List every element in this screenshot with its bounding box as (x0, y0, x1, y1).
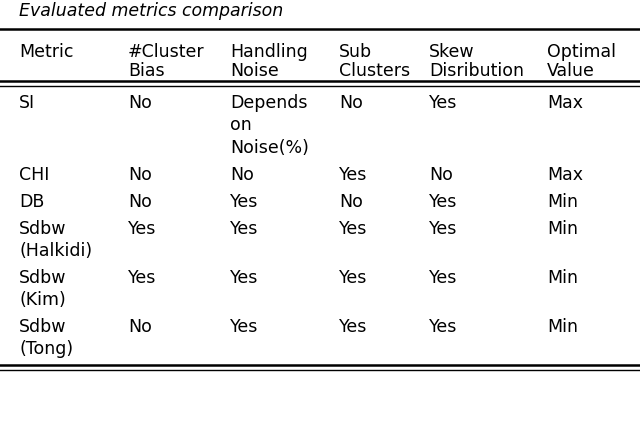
Text: Skew: Skew (429, 43, 474, 60)
Text: Min: Min (547, 269, 578, 287)
Text: DB: DB (19, 193, 45, 211)
Text: Sub: Sub (339, 43, 372, 60)
Text: Bias: Bias (128, 62, 164, 80)
Text: Noise: Noise (230, 62, 279, 80)
Text: Min: Min (547, 193, 578, 211)
Text: on: on (230, 116, 252, 134)
Text: #Cluster: #Cluster (128, 43, 205, 60)
Text: No: No (429, 166, 452, 184)
Text: (Kim): (Kim) (19, 291, 66, 309)
Text: Min: Min (547, 318, 578, 336)
Text: Optimal: Optimal (547, 43, 616, 60)
Text: Yes: Yes (339, 269, 367, 287)
Text: Yes: Yes (339, 318, 367, 336)
Text: Yes: Yes (429, 193, 457, 211)
Text: No: No (128, 166, 152, 184)
Text: No: No (128, 94, 152, 112)
Text: Min: Min (547, 220, 578, 237)
Text: SI: SI (19, 94, 35, 112)
Text: Value: Value (547, 62, 595, 80)
Text: Yes: Yes (230, 193, 259, 211)
Text: Max: Max (547, 94, 583, 112)
Text: No: No (128, 193, 152, 211)
Text: Depends: Depends (230, 94, 308, 112)
Text: Yes: Yes (339, 166, 367, 184)
Text: Yes: Yes (230, 318, 259, 336)
Text: Metric: Metric (19, 43, 74, 60)
Text: Yes: Yes (429, 220, 457, 237)
Text: (Tong): (Tong) (19, 340, 74, 358)
Text: Yes: Yes (429, 94, 457, 112)
Text: Handling: Handling (230, 43, 308, 60)
Text: No: No (339, 193, 363, 211)
Text: Yes: Yes (339, 220, 367, 237)
Text: Disribution: Disribution (429, 62, 524, 80)
Text: Yes: Yes (128, 269, 156, 287)
Text: (Halkidi): (Halkidi) (19, 242, 92, 260)
Text: CHI: CHI (19, 166, 49, 184)
Text: Sdbw: Sdbw (19, 220, 67, 237)
Text: Yes: Yes (429, 318, 457, 336)
Text: Sdbw: Sdbw (19, 269, 67, 287)
Text: No: No (339, 94, 363, 112)
Text: Noise(%): Noise(%) (230, 139, 309, 157)
Text: Clusters: Clusters (339, 62, 410, 80)
Text: No: No (230, 166, 254, 184)
Text: Yes: Yes (429, 269, 457, 287)
Text: Sdbw: Sdbw (19, 318, 67, 336)
Text: Yes: Yes (128, 220, 156, 237)
Text: Yes: Yes (230, 269, 259, 287)
Text: Evaluated metrics comparison: Evaluated metrics comparison (19, 2, 284, 20)
Text: Yes: Yes (230, 220, 259, 237)
Text: No: No (128, 318, 152, 336)
Text: Max: Max (547, 166, 583, 184)
